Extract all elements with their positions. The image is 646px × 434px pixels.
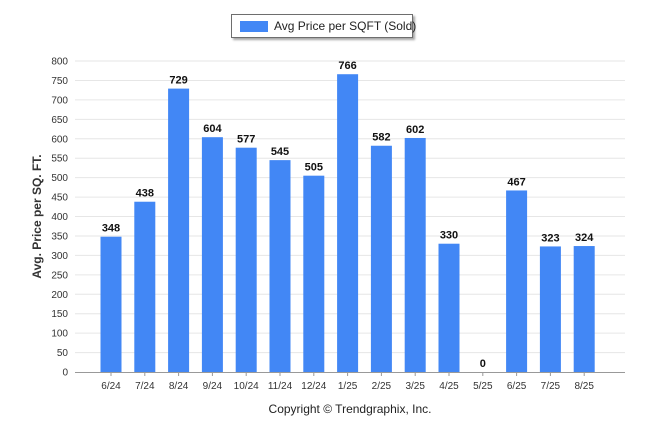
bar <box>337 74 359 372</box>
y-tick-label: 50 <box>57 348 69 359</box>
legend-swatch <box>240 21 268 32</box>
copyright-text: Copyright © Trendgraphix, Inc. <box>268 402 432 416</box>
y-axis-ticks: 0 50 100 150 200 250 300 350 400 450 500 550 600 650 7… <box>51 57 68 379</box>
bar <box>269 160 291 372</box>
bar <box>506 190 528 372</box>
bar <box>100 236 122 372</box>
bar <box>573 246 595 372</box>
x-tick-label: 3/25 <box>405 381 425 392</box>
y-tick-label: 600 <box>51 134 68 145</box>
data-label: 729 <box>169 75 187 87</box>
data-label: 602 <box>406 124 424 136</box>
data-label: 766 <box>338 60 356 72</box>
x-tick-label: 1/25 <box>338 381 358 392</box>
data-label: 545 <box>271 146 289 158</box>
x-tick-label: 4/25 <box>439 381 459 392</box>
x-tick-label: 12/24 <box>301 381 326 392</box>
data-label: 604 <box>203 123 222 135</box>
bar <box>438 243 460 372</box>
data-label: 582 <box>372 132 390 144</box>
data-label: 577 <box>237 134 255 146</box>
data-label: 324 <box>575 232 594 244</box>
x-tick-label: 2/25 <box>372 381 392 392</box>
y-tick-label: 450 <box>51 193 68 204</box>
x-tick-label: 7/25 <box>541 381 561 392</box>
data-label: 0 <box>480 358 486 370</box>
data-label: 330 <box>440 230 458 242</box>
data-label: 348 <box>102 223 120 235</box>
x-tick-label: 6/24 <box>101 381 121 392</box>
y-tick-label: 400 <box>51 212 68 223</box>
data-labels: 348 438 729 604 577 545 505 766 582 602 330 0 467 323… <box>102 60 594 370</box>
bar <box>303 175 325 372</box>
x-tick-label: 7/24 <box>135 381 155 392</box>
data-label: 323 <box>541 232 559 244</box>
y-tick-label: 700 <box>51 95 68 106</box>
y-tick-label: 650 <box>51 115 68 126</box>
bars <box>100 74 595 372</box>
bar <box>235 147 257 372</box>
y-tick-label: 350 <box>51 231 68 242</box>
x-tick-label: 6/25 <box>507 381 527 392</box>
bar <box>134 201 156 372</box>
bar <box>539 246 561 372</box>
y-tick-label: 800 <box>51 57 68 68</box>
y-tick-label: 0 <box>62 368 68 379</box>
y-tick-label: 200 <box>51 290 68 301</box>
x-tick-label: 11/24 <box>268 381 293 392</box>
bar <box>404 137 426 372</box>
y-tick-label: 150 <box>51 309 68 320</box>
legend-label: Avg Price per SQFT (Sold) <box>274 19 417 33</box>
x-tick-label: 8/25 <box>574 381 594 392</box>
legend: Avg Price per SQFT (Sold) <box>231 14 417 38</box>
y-tick-label: 100 <box>51 329 68 340</box>
x-tick-label: 10/24 <box>234 381 259 392</box>
x-axis-ticks: 6/24 7/24 8/24 9/24 10/24 11/24 12/24 1/25 2/25 3… <box>101 372 594 392</box>
y-axis-label: Avg. Price per SQ. FT. <box>30 154 44 278</box>
data-label: 467 <box>507 176 525 188</box>
y-tick-label: 300 <box>51 251 68 262</box>
bar <box>201 137 223 372</box>
x-tick-label: 8/24 <box>169 381 189 392</box>
bar <box>168 88 190 372</box>
data-label: 505 <box>305 162 323 174</box>
x-tick-label: 9/24 <box>203 381 223 392</box>
x-tick-label: 5/25 <box>473 381 493 392</box>
y-tick-label: 250 <box>51 270 68 281</box>
y-tick-label: 550 <box>51 154 68 165</box>
y-tick-label: 500 <box>51 173 68 184</box>
data-label: 438 <box>136 188 154 200</box>
y-tick-label: 750 <box>51 76 68 87</box>
bar <box>370 145 392 372</box>
